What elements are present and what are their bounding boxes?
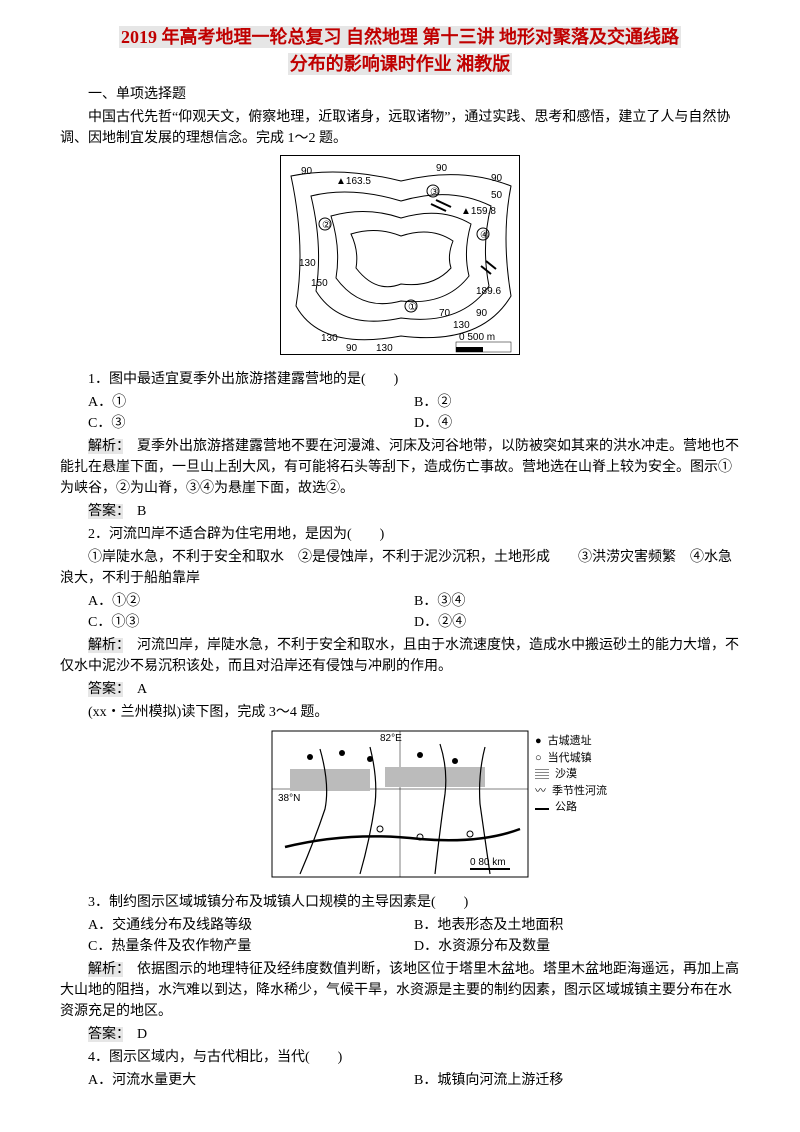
q3-opt-c: C．热量条件及农作物产量 [88, 936, 414, 957]
legend-road: 公路 [535, 799, 640, 816]
intro-paragraph: 中国古代先哲“仰观天文，俯察地理，近取诸身，远取诸物”，通过实践、思考和感悟，建… [60, 107, 740, 149]
q1-opt-c: C．③ [88, 413, 414, 434]
peak-label: ▲163.5 [336, 176, 371, 187]
lat-label: 38°N [278, 793, 300, 804]
q4-stem: 4．图示区域内，与古代相比，当代( ) [60, 1047, 740, 1068]
figure-1-contour-map: 90 ▲163.5 90 90 ② ③ 50 ▲159.8 ④ 130 150 … [280, 155, 520, 355]
contour-label: 50 [491, 190, 503, 201]
q1-options: A．① B．② C．③ D．④ [60, 392, 740, 434]
analysis-text: 夏季外出旅游搭建露营地不要在河漫滩、河床及河谷地带，以防被突如其来的洪水冲走。营… [60, 439, 739, 496]
legend-modern: ○当代城镇 [535, 750, 640, 767]
answer-text: D [123, 1027, 147, 1042]
answer-label: 答案： [88, 1027, 123, 1042]
scale-bar-label: 0 80 km [470, 857, 506, 868]
contour-label: 90 [301, 166, 313, 177]
line-icon [535, 808, 549, 810]
q1-analysis: 解析： 夏季外出旅游搭建露营地不要在河漫滩、河床及河谷地带，以防被突如其来的洪水… [60, 436, 740, 499]
legend-desert: 沙漠 [535, 766, 640, 783]
contour-label: 90 [436, 163, 448, 174]
contour-label: 130 [453, 320, 470, 331]
q1-opt-b: B．② [414, 392, 740, 413]
figure-1-wrap: 90 ▲163.5 90 90 ② ③ 50 ▲159.8 ④ 130 150 … [60, 155, 740, 363]
scale-bar-label: 0 500 m [459, 332, 495, 343]
marker-3: ③ [430, 187, 439, 198]
q1-answer: 答案： B [60, 501, 740, 522]
q4-opt-a: A．河流水量更大 [88, 1070, 414, 1091]
q2-opt-b: B．③④ [414, 591, 740, 612]
q2-sub: ①岸陡水急，不利于安全和取水 ②是侵蚀岸，不利于泥沙沉积，土地形成 ③洪涝灾害频… [60, 547, 740, 589]
answer-label: 答案： [88, 682, 123, 697]
open-circle-icon: ○ [535, 750, 542, 767]
analysis-text: 依据图示的地理特征及经纬度数值判断，该地区位于塔里木盆地。塔里木盆地距海遥远，再… [60, 962, 739, 1019]
q4-options: A．河流水量更大 B．城镇向河流上游迁移 [60, 1070, 740, 1091]
contour-label: 90 [346, 343, 358, 354]
peak-label: ▲159.8 [461, 206, 496, 217]
q1-opt-a: A．① [88, 392, 414, 413]
q4-opt-b: B．城镇向河流上游迁移 [414, 1070, 740, 1091]
analysis-label: 解析： [88, 962, 123, 977]
q2-opt-d: D．②④ [414, 612, 740, 633]
contour-label: 70 [439, 308, 451, 319]
figure-2-legend: ●古城遗址 ○当代城镇 沙漠 〰季节性河流 公路 [535, 733, 640, 816]
q3-opt-a: A．交通线分布及线路等级 [88, 915, 414, 936]
contour-label: 130 [299, 258, 316, 269]
analysis-label: 解析： [88, 439, 123, 454]
wavy-line-icon: 〰 [535, 783, 546, 800]
q2-options: A．①② B．③④ C．①③ D．②④ [60, 591, 740, 633]
figure-2-map: 82°E 38°N 0 80 km [270, 729, 530, 879]
q2-opt-a: A．①② [88, 591, 414, 612]
lon-label: 82°E [380, 733, 402, 744]
q3-stem: 3．制约图示区域城镇分布及城镇人口规模的主导因素是( ) [60, 892, 740, 913]
q2-answer: 答案： A [60, 679, 740, 700]
marker-1: ① [408, 302, 417, 313]
q3-answer: 答案： D [60, 1024, 740, 1045]
q2-stem: 2．河流凹岸不适合辟为住宅用地，是因为( ) [60, 524, 740, 545]
q1-stem: 1．图中最适宜夏季外出旅游搭建露营地的是( ) [60, 369, 740, 390]
marker-2: ② [322, 220, 331, 231]
q3-intro: (xx・兰州模拟)读下图，完成 3～4 题。 [60, 702, 740, 723]
marker-4: ④ [480, 230, 489, 241]
q3-opt-b: B．地表形态及土地面积 [414, 915, 740, 936]
section-heading: 一、单项选择题 [60, 84, 740, 105]
q1-opt-d: D．④ [414, 413, 740, 434]
legend-ancient: ●古城遗址 [535, 733, 640, 750]
title-line-1: 2019 年高考地理一轮总复习 自然地理 第十三讲 地形对聚落及交通线路 [119, 26, 681, 48]
analysis-label: 解析： [88, 638, 123, 653]
q3-opt-d: D．水资源分布及数量 [414, 936, 740, 957]
q2-analysis: 解析： 河流凹岸，岸陡水急，不利于安全和取水，且由于水流速度快，造成水中搬运砂土… [60, 635, 740, 677]
q2-opt-c: C．①③ [88, 612, 414, 633]
doc-title: 2019 年高考地理一轮总复习 自然地理 第十三讲 地形对聚落及交通线路 分布的… [60, 24, 740, 78]
hatch-icon [535, 769, 549, 779]
legend-seasonal: 〰季节性河流 [535, 783, 640, 800]
answer-text: A [123, 682, 147, 697]
contour-label: 150 [311, 278, 328, 289]
q3-analysis: 解析： 依据图示的地理特征及经纬度数值判断，该地区位于塔里木盆地。塔里木盆地距海… [60, 959, 740, 1022]
filled-circle-icon: ● [535, 733, 542, 750]
contour-label: 130 [376, 343, 393, 354]
analysis-text: 河流凹岸，岸陡水急，不利于安全和取水，且由于水流速度快，造成水中搬运砂土的能力大… [60, 638, 739, 674]
contour-label: 90 [476, 308, 488, 319]
peak-label: 189.6 [476, 286, 501, 297]
contour-label: 90 [491, 173, 503, 184]
answer-label: 答案： [88, 504, 123, 519]
figure-2-wrap: 82°E 38°N 0 80 km [60, 729, 740, 886]
contour-label: 130 [321, 333, 338, 344]
q3-options: A．交通线分布及线路等级 B．地表形态及土地面积 C．热量条件及农作物产量 D．… [60, 915, 740, 957]
answer-text: B [123, 504, 146, 519]
title-line-2: 分布的影响课时作业 湘教版 [288, 53, 513, 75]
